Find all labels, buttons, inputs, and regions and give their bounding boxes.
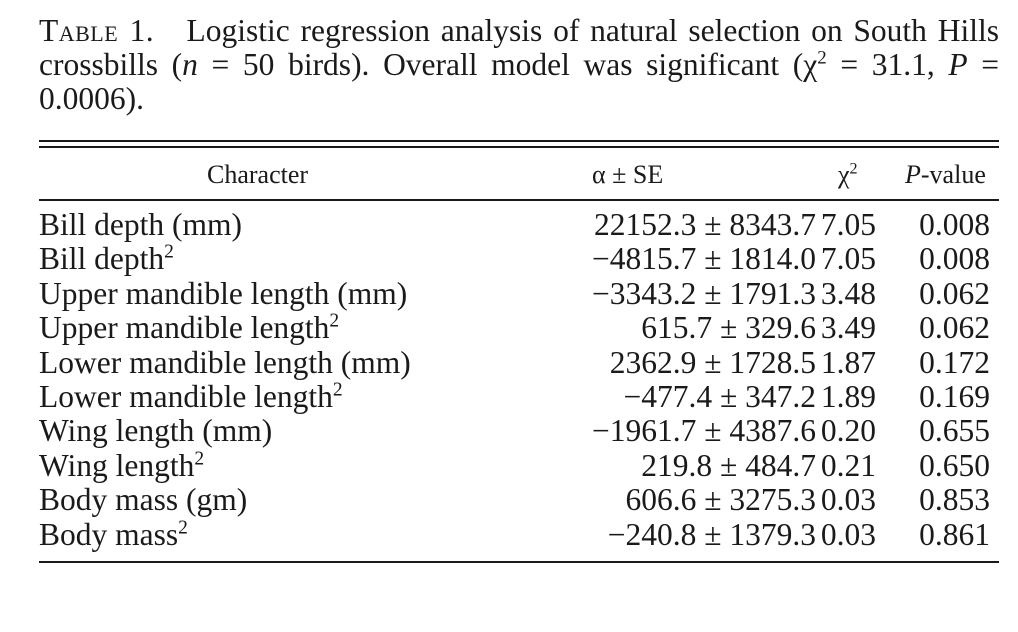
- table-row: Upper mandible length2 615.7 ± 329.6 3.49 0…: [39, 310, 999, 346]
- cell-p-value: 0.008: [919, 207, 990, 242]
- cell-chi-square: 0.03: [820, 516, 876, 552]
- header-character: Character: [207, 160, 309, 189]
- table-row: Wing length2 219.8 ± 484.7 0.21 0.650: [39, 447, 999, 483]
- cell-alpha-se: 219.8 ± 484.7: [641, 447, 816, 483]
- cell-character: Body mass (gm): [39, 482, 248, 518]
- cell-character: Wing length (mm): [39, 413, 273, 449]
- cell-alpha-se: −4815.7 ± 1814.0: [591, 241, 816, 277]
- cell-alpha-se: −477.4 ± 347.2: [623, 378, 816, 414]
- cell-chi-square: 7.05: [820, 207, 876, 242]
- cell-character-superscript: 2: [329, 310, 340, 332]
- cell-chi-square: 0.21: [820, 447, 876, 483]
- cell-character-superscript: 2: [178, 517, 188, 539]
- cell-alpha-se: 615.7 ± 329.6: [641, 310, 816, 346]
- cell-p-value: 0.172: [919, 344, 990, 380]
- table-row: Body mass2 −240.8 ± 1379.3 0.03 0.861: [39, 516, 999, 552]
- table-top-rule-double: [39, 146, 999, 148]
- header-chi-square: χ2: [838, 160, 858, 189]
- cell-p-value: 0.655: [919, 413, 990, 449]
- table-row: Bill depth2 −4815.7 ± 1814.0 7.05 0.008: [39, 241, 999, 277]
- cell-chi-square: 1.87: [820, 344, 876, 380]
- cell-p-value: 0.853: [919, 482, 990, 518]
- cell-character: Bill depth (mm): [39, 207, 242, 242]
- table-row: Bill depth (mm) 22152.3 ± 8343.7 7.05 0.008: [39, 207, 999, 242]
- cell-character: Bill depth2: [39, 241, 174, 277]
- header-alpha-se: α ± SE: [592, 160, 664, 189]
- cell-alpha-se: −240.8 ± 1379.3: [607, 516, 816, 552]
- cell-character-superscript: 2: [194, 448, 205, 470]
- table-row: Lower mandible length2 −477.4 ± 347.2 1.89…: [39, 378, 999, 414]
- cell-chi-square: 1.89: [820, 378, 876, 414]
- cell-p-value: 0.008: [919, 241, 990, 277]
- caption-chi-superscript: 2: [817, 47, 827, 69]
- cell-chi-square: 3.48: [820, 275, 876, 311]
- cell-alpha-se: 606.6 ± 3275.3: [625, 482, 816, 518]
- table-bottom-rule: [39, 561, 999, 563]
- caption-p-variable: P: [948, 47, 968, 82]
- cell-character: Upper mandible length (mm): [39, 275, 408, 311]
- cell-character-superscript: 2: [332, 379, 343, 401]
- cell-p-value: 0.169: [919, 378, 990, 414]
- caption-text-3: = 31.1,: [826, 47, 949, 82]
- cell-p-value: 0.861: [919, 516, 990, 552]
- cell-character: Upper mandible length2: [39, 310, 340, 346]
- table-body: Bill depth (mm) 22152.3 ± 8343.7 7.05 0.008…: [39, 207, 999, 552]
- table-label: Table 1.: [39, 13, 155, 48]
- table-row: Lower mandible length (mm) 2362.9 ± 1728.…: [39, 344, 999, 380]
- cell-character: Lower mandible length (mm): [39, 344, 411, 380]
- caption-text-2: = 50 birds). Overall model was significa…: [197, 47, 818, 82]
- table-header-rule: [39, 199, 999, 201]
- cell-character: Body mass2: [39, 516, 188, 552]
- cell-alpha-se: −3343.2 ± 1791.3: [591, 275, 816, 311]
- cell-character: Wing length2: [39, 447, 205, 483]
- cell-alpha-se: −1961.7 ± 4387.6: [591, 413, 816, 449]
- cell-chi-square: 3.49: [820, 310, 876, 346]
- cell-chi-square: 7.05: [820, 241, 876, 277]
- cell-character: Lower mandible length2: [39, 378, 343, 414]
- caption-n-variable: n: [182, 47, 198, 82]
- cell-p-value: 0.650: [919, 447, 990, 483]
- cell-chi-square: 0.20: [820, 413, 876, 449]
- cell-chi-square: 0.03: [820, 482, 876, 518]
- cell-character-superscript: 2: [164, 241, 174, 263]
- cell-alpha-se: 22152.3 ± 8343.7: [593, 207, 816, 242]
- table-row: Upper mandible length (mm) −3343.2 ± 1791…: [39, 275, 999, 311]
- caption-text-1: Logistic regression analysis of natural …: [39, 13, 999, 82]
- cell-p-value: 0.062: [919, 310, 990, 346]
- table-row: Wing length (mm) −1961.7 ± 4387.6 0.20 0.65…: [39, 413, 999, 449]
- table-row: Body mass (gm) 606.6 ± 3275.3 0.03 0.853: [39, 482, 999, 518]
- table-caption: Table 1. Logistic regression analysis of…: [39, 14, 999, 116]
- cell-p-value: 0.062: [919, 275, 990, 311]
- table-top-rule: [39, 140, 999, 142]
- header-p-value: P-value: [905, 160, 986, 189]
- cell-alpha-se: 2362.9 ± 1728.5: [609, 344, 816, 380]
- caption-text-4: = 0.0006).: [39, 47, 1000, 116]
